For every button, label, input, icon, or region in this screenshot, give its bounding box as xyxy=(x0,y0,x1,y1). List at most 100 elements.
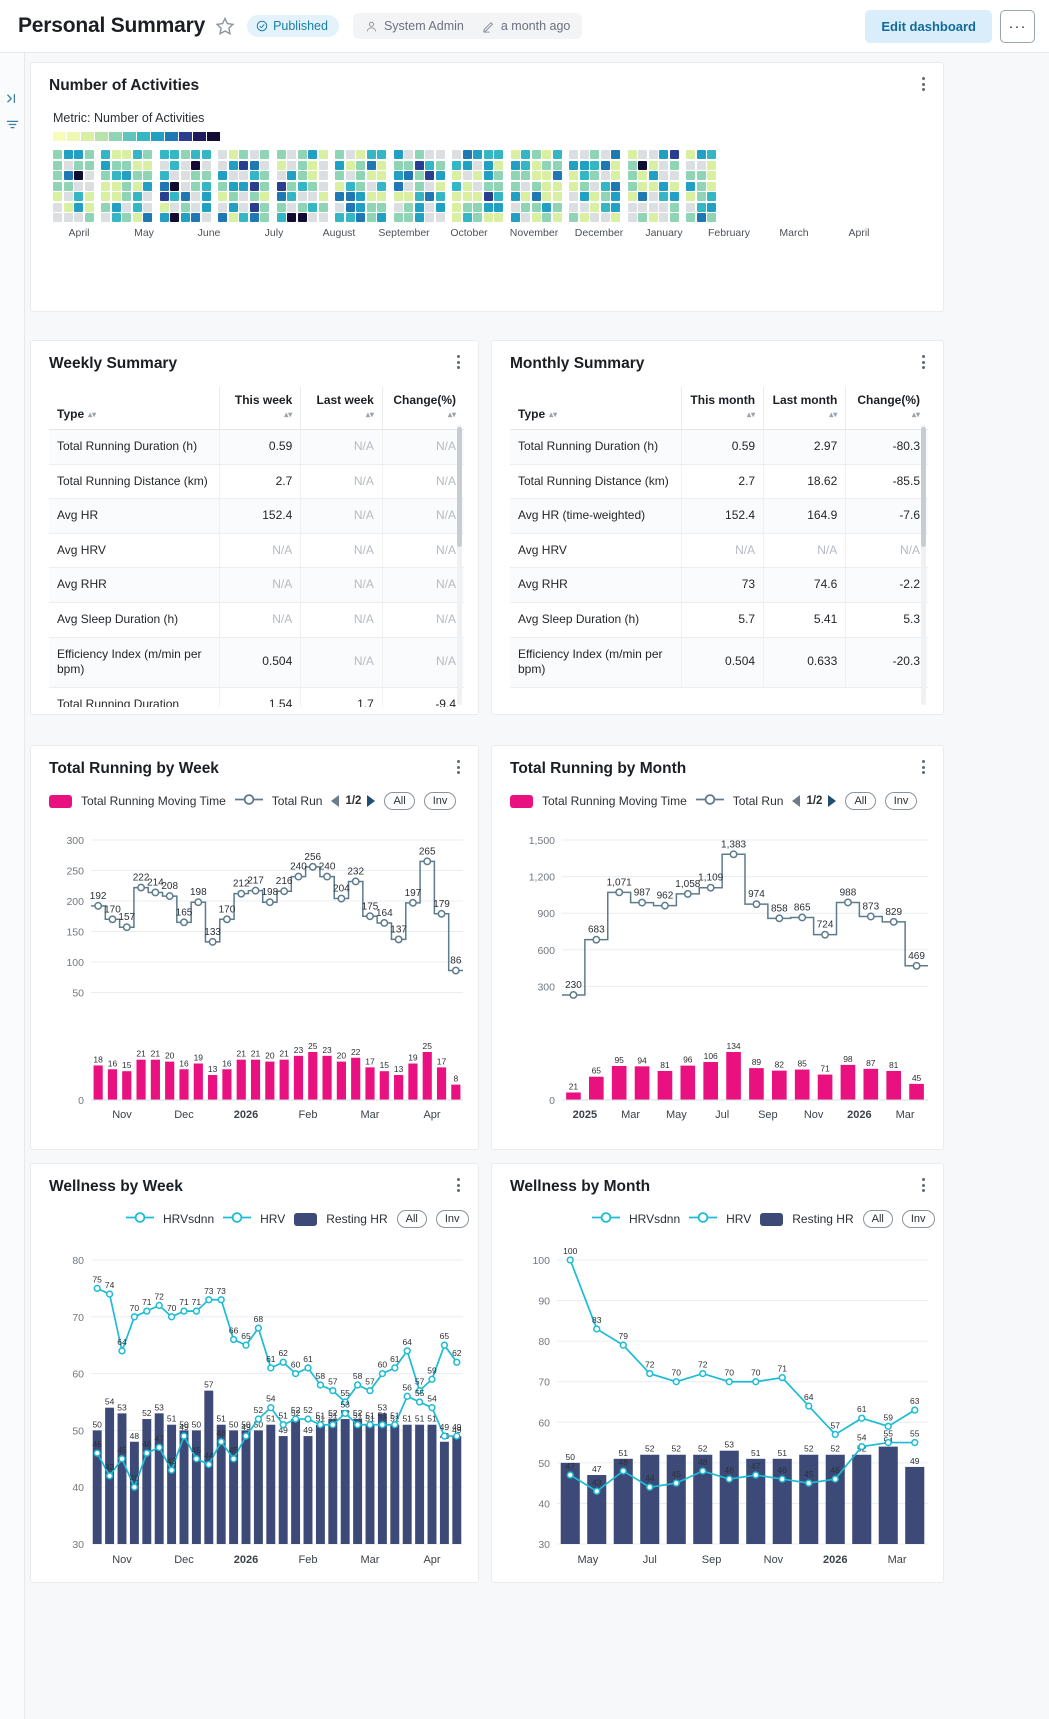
heatmap-column[interactable] xyxy=(159,150,169,222)
heatmap-cell[interactable] xyxy=(686,181,695,191)
heatmap-cell[interactable] xyxy=(318,171,328,180)
heatmap-cell[interactable] xyxy=(143,192,152,201)
heatmap-cell[interactable] xyxy=(201,181,211,191)
heatmap-cell[interactable] xyxy=(260,213,269,222)
heatmap-cell[interactable] xyxy=(404,213,413,222)
heatmap-cell[interactable] xyxy=(159,160,169,170)
heatmap-cell[interactable] xyxy=(473,171,482,180)
heatmap-cell[interactable] xyxy=(542,150,551,159)
heatmap-column[interactable] xyxy=(276,150,286,222)
heatmap-cell[interactable] xyxy=(287,160,296,170)
heatmap-cell[interactable] xyxy=(356,150,365,159)
heatmap-cell[interactable] xyxy=(569,171,578,180)
heatmap-cell[interactable] xyxy=(201,171,211,180)
heatmap-cell[interactable] xyxy=(297,171,307,180)
heatmap-cell[interactable] xyxy=(377,202,386,212)
heatmap-cell[interactable] xyxy=(218,213,227,222)
heatmap-column[interactable] xyxy=(74,150,83,222)
heatmap-column[interactable] xyxy=(287,150,296,222)
heatmap-cell[interactable] xyxy=(552,202,562,212)
heatmap-cell[interactable] xyxy=(143,202,152,212)
heatmap-cell[interactable] xyxy=(191,202,200,212)
heatmap-cell[interactable] xyxy=(686,150,695,159)
heatmap-cell[interactable] xyxy=(318,160,328,170)
heatmap-cell[interactable] xyxy=(276,213,286,222)
heatmap-cell[interactable] xyxy=(659,171,668,180)
sort-icon[interactable]: ▴▾ xyxy=(747,410,756,419)
heatmap-cell[interactable] xyxy=(308,192,317,201)
heatmap-column[interactable] xyxy=(611,150,620,222)
heatmap-cell[interactable] xyxy=(228,160,238,170)
heatmap-cell[interactable] xyxy=(638,192,647,201)
heatmap-cell[interactable] xyxy=(345,202,355,212)
heatmap-cell[interactable] xyxy=(494,192,503,201)
heatmap-cell[interactable] xyxy=(276,160,286,170)
heatmap-cell[interactable] xyxy=(180,160,190,170)
heatmap-cell[interactable] xyxy=(84,160,94,170)
heatmap-cell[interactable] xyxy=(638,202,647,212)
heatmap-cell[interactable] xyxy=(63,171,73,180)
heatmap-cell[interactable] xyxy=(452,192,461,201)
heatmap-cell[interactable] xyxy=(579,213,589,222)
heatmap-cell[interactable] xyxy=(180,171,190,180)
table-row[interactable]: Efficiency Index (m/min per bpm) 0.504 N/A… xyxy=(49,637,464,688)
heatmap-cell[interactable] xyxy=(414,192,424,201)
heatmap-cell[interactable] xyxy=(393,150,403,159)
heatmap-cell[interactable] xyxy=(63,213,73,222)
heatmap-cell[interactable] xyxy=(452,150,461,159)
heatmap-cell[interactable] xyxy=(101,150,110,159)
heatmap-cell[interactable] xyxy=(356,213,365,222)
heatmap-cell[interactable] xyxy=(63,150,73,159)
heatmap-cell[interactable] xyxy=(462,202,472,212)
legend-all-button-well-week[interactable]: All xyxy=(396,1210,427,1228)
chart-total-running-by-month[interactable]: 300 600 900 1,200 1,500 230 683 1,071 987 962 1,05… xyxy=(502,818,936,1136)
heatmap-cell[interactable] xyxy=(393,171,403,180)
heatmap-column[interactable] xyxy=(84,150,94,222)
heatmap-cell[interactable] xyxy=(191,171,200,180)
heatmap-cell[interactable] xyxy=(600,202,610,212)
heatmap-cell[interactable] xyxy=(579,160,589,170)
heatmap-cell[interactable] xyxy=(201,160,211,170)
heatmap-cell[interactable] xyxy=(84,150,94,159)
card-menu-well-month[interactable] xyxy=(916,1178,930,1192)
heatmap-cell[interactable] xyxy=(318,192,328,201)
heatmap-cell[interactable] xyxy=(84,171,94,180)
heatmap-cell[interactable] xyxy=(63,181,73,191)
sort-icon[interactable]: ▴▾ xyxy=(829,410,838,419)
heatmap-column[interactable] xyxy=(335,150,344,222)
activity-heatmap[interactable] xyxy=(53,150,716,222)
table-row[interactable]: Efficiency Index (m/min per bpm) 0.504 0.6… xyxy=(510,637,928,688)
heatmap-cell[interactable] xyxy=(218,192,227,201)
heatmap-cell[interactable] xyxy=(143,150,152,159)
heatmap-cell[interactable] xyxy=(228,150,238,159)
heatmap-cell[interactable] xyxy=(521,171,530,180)
heatmap-cell[interactable] xyxy=(425,150,434,159)
heatmap-cell[interactable] xyxy=(659,160,668,170)
heatmap-column[interactable] xyxy=(239,150,248,222)
table-row[interactable]: Avg HRV N/A N/A N/A xyxy=(510,533,928,569)
heatmap-cell[interactable] xyxy=(627,202,637,212)
heatmap-column[interactable] xyxy=(260,150,269,222)
heatmap-cell[interactable] xyxy=(132,150,142,159)
heatmap-cell[interactable] xyxy=(686,202,695,212)
heatmap-cell[interactable] xyxy=(239,181,248,191)
heatmap-cell[interactable] xyxy=(696,192,706,201)
heatmap-cell[interactable] xyxy=(143,213,152,222)
heatmap-cell[interactable] xyxy=(696,160,706,170)
heatmap-cell[interactable] xyxy=(180,213,190,222)
heatmap-column[interactable] xyxy=(191,150,200,222)
heatmap-cell[interactable] xyxy=(101,171,110,180)
heatmap-cell[interactable] xyxy=(345,213,355,222)
heatmap-cell[interactable] xyxy=(531,213,541,222)
heatmap-cell[interactable] xyxy=(74,171,83,180)
heatmap-cell[interactable] xyxy=(377,213,386,222)
heatmap-cell[interactable] xyxy=(132,192,142,201)
heatmap-column[interactable] xyxy=(483,150,493,222)
heatmap-column[interactable] xyxy=(552,150,562,222)
heatmap-column[interactable] xyxy=(404,150,413,222)
heatmap-cell[interactable] xyxy=(494,202,503,212)
heatmap-cell[interactable] xyxy=(111,192,121,201)
heatmap-cell[interactable] xyxy=(201,192,211,201)
heatmap-cell[interactable] xyxy=(218,181,227,191)
heatmap-cell[interactable] xyxy=(111,213,121,222)
